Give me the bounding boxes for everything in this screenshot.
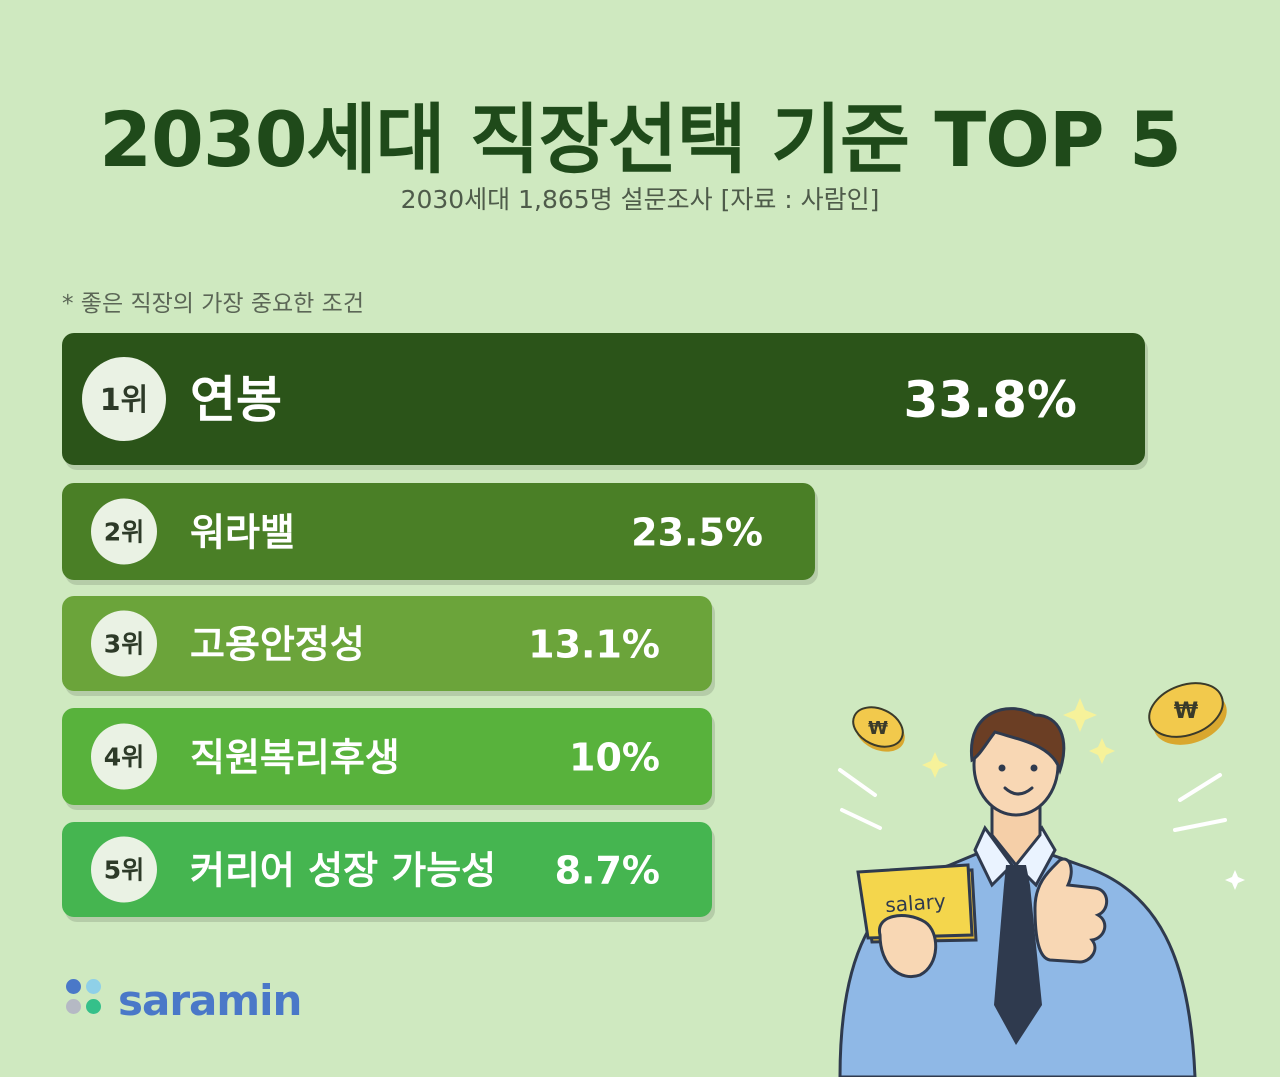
rank-label-3: 3위 (104, 630, 144, 659)
bar-category-4: 직원복리후생 (190, 736, 400, 780)
brand-dot-4 (86, 999, 101, 1014)
salary-card-text: salary (884, 889, 946, 917)
sparkle-lines-icon (838, 768, 1227, 832)
bar-category-2: 워라밸 (190, 511, 295, 555)
rank-badge-1 (82, 357, 166, 441)
bar-row-1: 1위 연봉 33.8% (62, 333, 1148, 470)
bar-value-4: 10% (569, 736, 660, 780)
coin-left-icon: ₩ (852, 706, 905, 752)
rank-label-5: 5위 (104, 856, 144, 885)
bar-row-5: 5위 커리어 성장 가능성 8.7% (62, 822, 715, 922)
bar-3 (62, 596, 712, 691)
brand-name: saramin (118, 975, 302, 1025)
bar-category-3: 고용안정성 (190, 623, 365, 667)
rank-badge-4 (91, 723, 157, 790)
bar-1 (62, 333, 1145, 465)
rank-label-1: 1위 (100, 383, 148, 418)
rank-label-2: 2위 (104, 518, 144, 547)
rank-badge-5 (91, 836, 157, 903)
hand-left-icon (878, 914, 938, 978)
rank-badge-2 (91, 498, 157, 565)
bar-value-2: 23.5% (631, 511, 763, 555)
bar-2 (62, 483, 815, 580)
brand-dot-3 (66, 999, 81, 1014)
brand-logo: saramin (66, 970, 302, 1030)
sparkle-stars-icon (922, 698, 1245, 890)
hair-icon (970, 707, 1066, 775)
bar-value-1: 33.8% (904, 371, 1077, 429)
rank-label-4: 4위 (104, 743, 144, 772)
page-subtitle: 2030세대 1,865명 설문조사 [자료 : 사람인] (400, 185, 880, 214)
bar-row-2: 2위 워라밸 23.5% (62, 483, 818, 585)
bar-category-5: 커리어 성장 가능성 (190, 849, 496, 893)
brand-dot-1 (66, 979, 81, 994)
bar-row-3: 3위 고용안정성 13.1% (62, 596, 715, 696)
coin-left-symbol: ₩ (868, 718, 888, 739)
brand-dot-2 (86, 979, 101, 994)
coin-right-icon: ₩ (1148, 682, 1227, 745)
bar-4 (62, 708, 712, 805)
bar-5 (62, 822, 712, 917)
bar-row-4: 4위 직원복리후생 10% (62, 708, 715, 810)
bar-value-3: 13.1% (528, 623, 660, 667)
brand-dots-icon (66, 979, 108, 1021)
rank-badge-3 (91, 610, 157, 677)
page-title: 2030세대 직장선택 기준 TOP 5 (99, 95, 1182, 184)
chart-note: * 좋은 직장의 가장 중요한 조건 (62, 291, 364, 317)
bar-value-5: 8.7% (555, 849, 660, 893)
thumbs-up-icon (1033, 857, 1109, 964)
coin-right-symbol: ₩ (1174, 699, 1198, 724)
salary-man-illustration: ₩ ₩ salary (838, 682, 1245, 1077)
tie-icon (994, 865, 1042, 1045)
bar-category-1: 연봉 (190, 371, 282, 429)
